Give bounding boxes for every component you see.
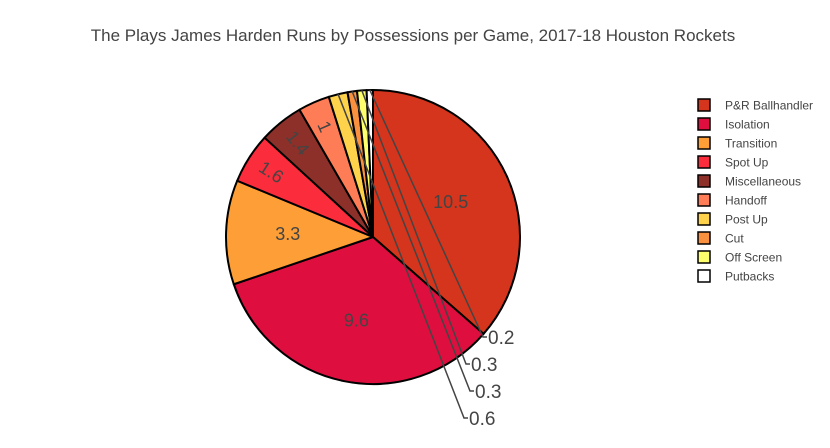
legend-label-handoff: Handoff [725, 194, 767, 208]
legend: P&R Ballhandler Isolation Transition Spot U… [697, 98, 813, 284]
slice-label-putbacks: 0.2 [488, 328, 514, 349]
chart-title: The Plays James Harden Runs by Possessio… [91, 26, 735, 45]
legend-label-transition: Transition [725, 137, 777, 151]
pie-slice-isolation [232, 236, 485, 385]
legend-item-putbacks[interactable]: Putbacks [697, 269, 774, 284]
legend-swatch-post-up [697, 212, 711, 226]
pie-slice-pandr-ballhandler [372, 89, 521, 335]
legend-label-spot-up: Spot Up [725, 156, 769, 170]
label-leader-putbacks [369, 89, 487, 338]
legend-item-isolation[interactable]: Isolation [697, 117, 770, 132]
slice-label-pandr-ballhandler: 10.5 [433, 192, 468, 212]
legend-swatch-miscellaneous [697, 174, 711, 188]
legend-item-post-up[interactable]: Post Up [697, 212, 768, 227]
label-leader-cut [351, 91, 474, 392]
label-leader-post-up [337, 93, 468, 419]
legend-swatch-off-screen [697, 250, 711, 264]
legend-label-miscellaneous: Miscellaneous [725, 175, 801, 189]
pie-slices [225, 89, 521, 385]
legend-label-putbacks: Putbacks [725, 270, 774, 284]
legend-label-isolation: Isolation [725, 118, 770, 132]
legend-label-post-up: Post Up [725, 213, 768, 227]
pie-slice-transition [225, 179, 374, 286]
slice-label-transition: 3.3 [275, 224, 300, 244]
legend-label-off-screen: Off Screen [725, 251, 782, 265]
legend-item-pandr-ballhandler[interactable]: P&R Ballhandler [697, 98, 813, 113]
legend-swatch-pandr-ballhandler [697, 98, 711, 112]
legend-swatch-transition [697, 136, 711, 150]
legend-item-spot-up[interactable]: Spot Up [697, 155, 769, 170]
legend-item-transition[interactable]: Transition [697, 136, 777, 151]
legend-swatch-putbacks [697, 269, 711, 283]
label-leader-off-screen [361, 90, 470, 365]
legend-item-miscellaneous[interactable]: Miscellaneous [697, 174, 801, 189]
slice-label-post-up: 0.6 [469, 409, 495, 430]
slice-label-cut: 0.3 [475, 382, 501, 403]
legend-label-pandr-ballhandler: P&R Ballhandler [725, 99, 813, 113]
legend-swatch-cut [697, 231, 711, 245]
slice-label-isolation: 9.6 [344, 311, 369, 331]
slice-label-off-screen: 0.3 [471, 355, 497, 376]
legend-swatch-isolation [697, 117, 711, 131]
legend-swatch-spot-up [697, 155, 711, 169]
legend-item-off-screen[interactable]: Off Screen [697, 250, 782, 265]
legend-item-handoff[interactable]: Handoff [697, 193, 767, 208]
legend-item-cut[interactable]: Cut [697, 231, 744, 246]
legend-label-cut: Cut [725, 232, 744, 246]
legend-swatch-handoff [697, 193, 711, 207]
